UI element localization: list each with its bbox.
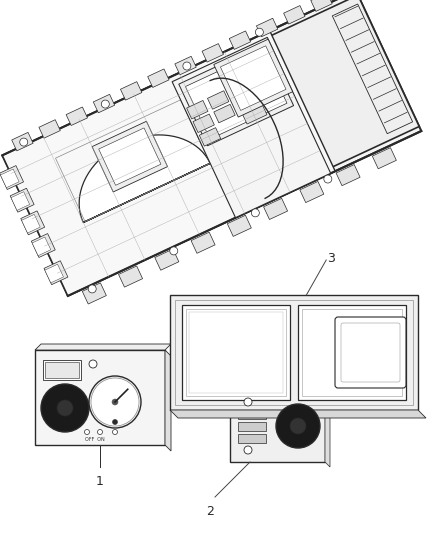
Polygon shape <box>21 211 45 235</box>
Circle shape <box>244 398 252 406</box>
Polygon shape <box>175 56 196 75</box>
Circle shape <box>57 400 73 416</box>
Polygon shape <box>0 166 24 190</box>
Polygon shape <box>92 122 168 192</box>
Polygon shape <box>185 51 287 139</box>
Polygon shape <box>214 104 235 123</box>
FancyBboxPatch shape <box>335 317 406 388</box>
Bar <box>302 309 402 396</box>
Polygon shape <box>336 165 360 185</box>
Circle shape <box>41 384 89 432</box>
Circle shape <box>98 430 102 434</box>
Polygon shape <box>372 148 396 169</box>
Polygon shape <box>220 46 286 110</box>
Polygon shape <box>241 101 267 124</box>
Polygon shape <box>155 249 179 270</box>
Polygon shape <box>191 232 215 253</box>
Circle shape <box>88 285 96 293</box>
Polygon shape <box>0 169 19 188</box>
Circle shape <box>170 247 178 255</box>
Polygon shape <box>214 39 293 117</box>
Bar <box>238 434 266 443</box>
Polygon shape <box>44 261 68 285</box>
Polygon shape <box>148 69 169 87</box>
Polygon shape <box>32 233 55 257</box>
Polygon shape <box>170 410 426 418</box>
Bar <box>170 295 418 410</box>
Text: 1: 1 <box>96 475 104 488</box>
Circle shape <box>113 419 117 424</box>
Polygon shape <box>11 192 30 211</box>
Bar <box>35 350 165 445</box>
Circle shape <box>183 62 191 70</box>
Circle shape <box>101 100 110 108</box>
Polygon shape <box>120 82 142 100</box>
Circle shape <box>20 138 28 146</box>
Bar <box>186 309 286 396</box>
Polygon shape <box>119 266 143 287</box>
Polygon shape <box>172 37 331 217</box>
Circle shape <box>324 175 332 183</box>
Bar <box>175 300 413 405</box>
Polygon shape <box>208 91 229 109</box>
Polygon shape <box>2 31 335 296</box>
Bar <box>238 422 266 431</box>
Circle shape <box>89 376 141 428</box>
Polygon shape <box>39 120 60 138</box>
Polygon shape <box>12 132 33 151</box>
Bar <box>182 305 290 400</box>
Polygon shape <box>66 107 88 125</box>
Polygon shape <box>179 44 293 146</box>
Polygon shape <box>99 128 161 185</box>
Bar <box>238 410 266 419</box>
Polygon shape <box>256 18 278 37</box>
Polygon shape <box>311 0 332 11</box>
Bar <box>45 362 79 378</box>
Circle shape <box>290 418 306 434</box>
Circle shape <box>255 28 263 36</box>
Text: OFF  ON: OFF ON <box>85 437 105 442</box>
Polygon shape <box>82 283 106 304</box>
Polygon shape <box>232 83 258 106</box>
Polygon shape <box>45 264 64 283</box>
Polygon shape <box>199 127 221 146</box>
Polygon shape <box>193 114 214 133</box>
Bar <box>230 390 325 462</box>
Polygon shape <box>264 198 288 220</box>
Polygon shape <box>35 344 171 350</box>
Circle shape <box>113 430 117 434</box>
Polygon shape <box>32 237 51 256</box>
Bar <box>298 305 406 400</box>
Polygon shape <box>10 188 34 212</box>
Polygon shape <box>230 385 330 390</box>
Polygon shape <box>165 350 171 451</box>
Circle shape <box>244 446 252 454</box>
Circle shape <box>89 360 97 368</box>
Text: 2: 2 <box>206 505 214 518</box>
Polygon shape <box>284 5 305 24</box>
Polygon shape <box>21 214 40 233</box>
Polygon shape <box>187 100 208 119</box>
Circle shape <box>85 430 89 434</box>
Polygon shape <box>325 390 330 467</box>
Polygon shape <box>2 0 421 296</box>
Polygon shape <box>202 44 223 62</box>
Bar <box>43 360 81 380</box>
Bar <box>189 312 283 393</box>
Circle shape <box>251 209 259 217</box>
Circle shape <box>276 404 320 448</box>
Polygon shape <box>79 135 210 222</box>
Polygon shape <box>300 181 324 203</box>
Polygon shape <box>227 215 251 237</box>
Circle shape <box>112 399 118 405</box>
Circle shape <box>91 378 139 426</box>
Polygon shape <box>267 0 419 169</box>
Text: 3: 3 <box>327 252 335 265</box>
Polygon shape <box>229 31 251 50</box>
Polygon shape <box>93 94 115 113</box>
